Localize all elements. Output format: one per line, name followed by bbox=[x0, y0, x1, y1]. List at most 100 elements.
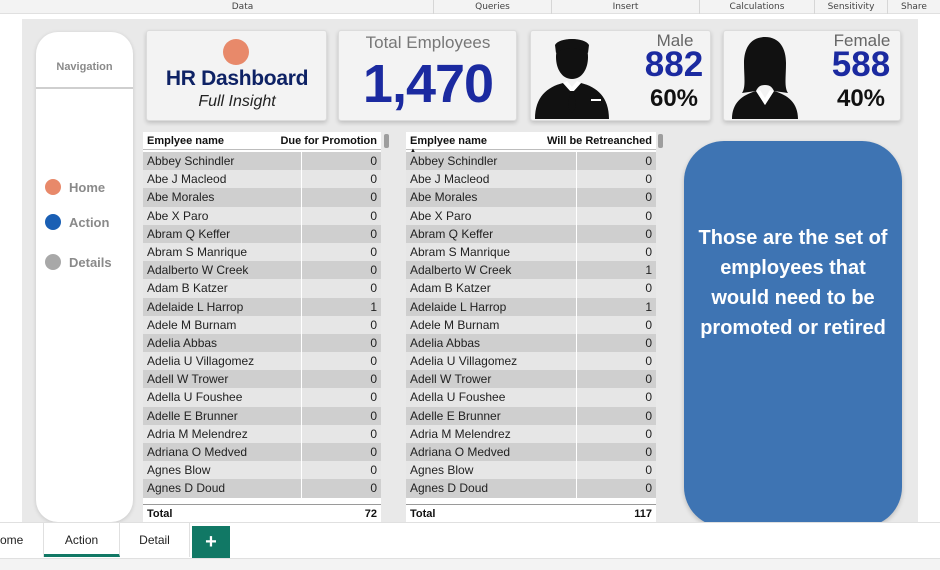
table-row[interactable]: Adele M Burnam 0 bbox=[406, 315, 656, 334]
table-row[interactable]: Adelle E Brunner 0 bbox=[143, 406, 381, 425]
table-row[interactable]: Adria M Melendrez 0 bbox=[143, 424, 381, 443]
table-row[interactable]: Adelia U Villagomez 0 bbox=[406, 352, 656, 371]
table-row[interactable]: Adella U Foushee 0 bbox=[406, 388, 656, 407]
report-canvas: Navigation Home Action Details HR Dashbo… bbox=[0, 14, 940, 527]
employee-name-cell: Abram Q Keffer bbox=[410, 226, 494, 241]
cell-divider bbox=[576, 443, 577, 462]
table-row[interactable]: Adam B Katzer 0 bbox=[143, 279, 381, 298]
employee-name-cell: Abbey Schindler bbox=[410, 154, 498, 168]
employee-name-cell: Adalberto W Creek bbox=[410, 263, 512, 278]
table-row[interactable]: Agnes Blow 0 bbox=[406, 461, 656, 480]
nav-item-action[interactable]: Action bbox=[45, 212, 109, 232]
table-row[interactable]: Abram S Manrique 0 bbox=[406, 242, 656, 262]
nav-item-home[interactable]: Home bbox=[45, 177, 105, 197]
table-row[interactable]: Abbey Schindler 0 bbox=[406, 152, 656, 171]
value-cell: 0 bbox=[645, 190, 652, 205]
table-row[interactable]: Adell W Trower 0 bbox=[406, 370, 656, 389]
table-row[interactable]: Abbey Schindler 0 bbox=[143, 152, 381, 171]
table-row[interactable]: Abram S Manrique 0 bbox=[143, 242, 381, 262]
employee-name-cell: Abe Morales bbox=[147, 190, 215, 205]
value-cell: 0 bbox=[645, 445, 652, 459]
employee-name-cell: Abram Q Keffer bbox=[147, 226, 231, 241]
value-cell: 0 bbox=[645, 335, 652, 350]
cell-divider bbox=[301, 206, 302, 225]
employee-name-cell: Abe J Macleod bbox=[147, 172, 227, 187]
value-cell: 0 bbox=[370, 445, 377, 459]
cell-divider bbox=[576, 424, 577, 443]
table-row[interactable]: Adelaide L Harrop 1 bbox=[143, 297, 381, 316]
employee-name-cell: Adele M Burnam bbox=[410, 317, 500, 332]
table-row[interactable]: Abram Q Keffer 0 bbox=[406, 224, 656, 243]
tab-action[interactable]: Action bbox=[44, 523, 120, 557]
table-row[interactable]: Adria M Melendrez 0 bbox=[406, 424, 656, 443]
table-row[interactable]: Adelia U Villagomez 0 bbox=[143, 352, 381, 371]
table-row[interactable]: Abe Morales 0 bbox=[143, 188, 381, 207]
employee-name-cell: Adell W Trower bbox=[147, 372, 229, 387]
table-row[interactable]: Adriana O Medved 0 bbox=[406, 443, 656, 462]
status-bar bbox=[0, 558, 940, 570]
table-row[interactable]: Adele M Burnam 0 bbox=[143, 315, 381, 334]
female-silhouette-icon bbox=[732, 37, 798, 119]
column-header-employee-name[interactable]: Emplyee name bbox=[147, 135, 225, 147]
retrenchment-table: Emplyee name ▲ Will be Retreanched Abbey… bbox=[406, 132, 656, 522]
table-row[interactable]: Adelaide L Harrop 1 bbox=[406, 297, 656, 316]
column-header-will-be-retrenched[interactable]: Will be Retreanched bbox=[546, 135, 652, 147]
total-label: Total bbox=[147, 508, 173, 520]
employee-name-cell: Adelia U Villagomez bbox=[147, 354, 255, 369]
total-value: 72 bbox=[364, 508, 377, 520]
nav-item-label: Action bbox=[69, 214, 110, 230]
value-cell: 0 bbox=[645, 244, 652, 259]
cell-divider bbox=[301, 443, 302, 462]
retrenchment-table-scrollbar[interactable] bbox=[658, 134, 663, 148]
table-row[interactable]: Agnes D Doud 0 bbox=[406, 479, 656, 498]
callout-text: Those are the set of employees that woul… bbox=[698, 227, 888, 339]
table-row[interactable]: Adelia Abbas 0 bbox=[143, 333, 381, 353]
cell-divider bbox=[576, 388, 577, 407]
employee-name-cell: Abram S Manrique bbox=[147, 244, 248, 259]
cell-divider bbox=[301, 242, 302, 262]
employee-name-cell: Adam B Katzer bbox=[147, 281, 228, 296]
dashboard-subtitle: Full Insight bbox=[198, 93, 276, 110]
retrenchment-table-body: Abbey Schindler 0 Abe J Macleod 0 Abe Morale… bbox=[406, 152, 656, 510]
cell-divider bbox=[576, 261, 577, 280]
value-cell: 1 bbox=[370, 299, 377, 314]
table-row[interactable]: Adriana O Medved 0 bbox=[143, 443, 381, 462]
table-row[interactable]: Adam B Katzer 0 bbox=[406, 279, 656, 298]
table-row[interactable]: Adelle E Brunner 0 bbox=[406, 406, 656, 425]
table-row[interactable]: Adalberto W Creek 1 bbox=[406, 261, 656, 280]
promotion-table-scrollbar[interactable] bbox=[384, 134, 389, 148]
column-header-employee-name[interactable]: Emplyee name bbox=[410, 135, 488, 147]
table-row[interactable]: Adelia Abbas 0 bbox=[406, 333, 656, 353]
table-row[interactable]: Abe Morales 0 bbox=[406, 188, 656, 207]
table-row[interactable]: Agnes Blow 0 bbox=[143, 461, 381, 480]
table-row[interactable]: Adella U Foushee 0 bbox=[143, 388, 381, 407]
employee-name-cell: Abe J Macleod bbox=[410, 172, 490, 187]
table-row[interactable]: Agnes D Doud 0 bbox=[143, 479, 381, 498]
add-page-button[interactable]: + bbox=[192, 526, 230, 558]
table-row[interactable]: Abram Q Keffer 0 bbox=[143, 224, 381, 243]
value-cell: 0 bbox=[370, 463, 377, 478]
column-header-due-for-promotion[interactable]: Due for Promotion bbox=[280, 135, 377, 147]
male-card: Male 882 60% bbox=[530, 30, 711, 121]
value-cell: 0 bbox=[645, 154, 652, 168]
table-row[interactable]: Abe J Macleod 0 bbox=[406, 170, 656, 189]
value-cell: 0 bbox=[645, 226, 652, 241]
tab-detail[interactable]: Detail bbox=[120, 523, 190, 557]
value-cell: 0 bbox=[370, 390, 377, 405]
table-row[interactable]: Abe X Paro 0 bbox=[406, 206, 656, 225]
employee-name-cell: Adella U Foushee bbox=[147, 390, 243, 405]
cell-divider bbox=[576, 406, 577, 425]
cell-divider bbox=[576, 315, 577, 334]
tab-home[interactable]: ome bbox=[0, 523, 44, 557]
nav-item-label: Home bbox=[69, 179, 106, 195]
sort-ascending-icon[interactable]: ▲ bbox=[410, 148, 416, 154]
dashboard-title: HR Dashboard bbox=[165, 67, 309, 90]
employee-name-cell: Adelaide L Harrop bbox=[147, 299, 244, 314]
navigation-panel: Navigation Home Action Details bbox=[36, 32, 133, 522]
table-row[interactable]: Adell W Trower 0 bbox=[143, 370, 381, 389]
employee-name-cell: Abbey Schindler bbox=[147, 154, 235, 168]
table-row[interactable]: Adalberto W Creek 0 bbox=[143, 261, 381, 280]
nav-item-details[interactable]: Details bbox=[45, 252, 112, 272]
table-row[interactable]: Abe X Paro 0 bbox=[143, 206, 381, 225]
table-row[interactable]: Abe J Macleod 0 bbox=[143, 170, 381, 189]
